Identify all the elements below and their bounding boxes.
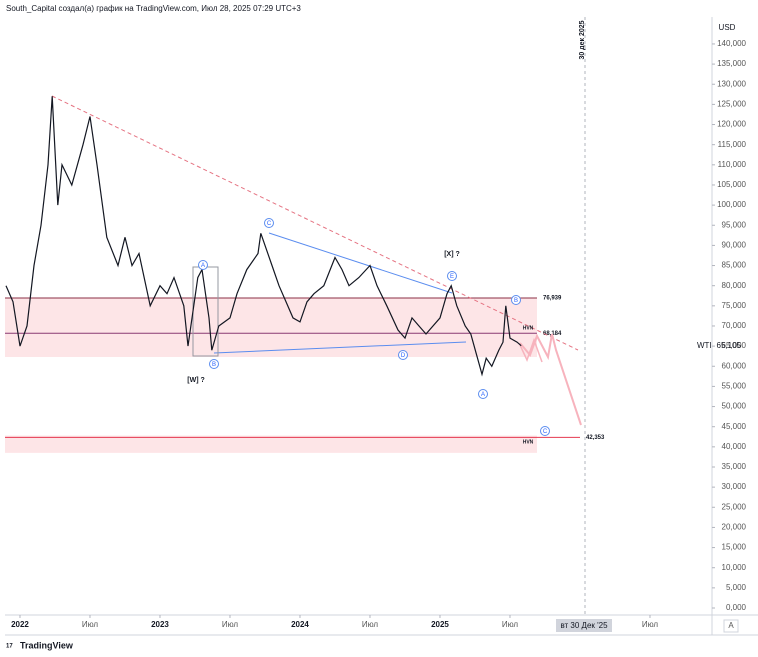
x-tick-label: Июл bbox=[82, 620, 99, 629]
x-tick-label: Июл bbox=[222, 620, 239, 629]
wave-circle bbox=[198, 260, 208, 270]
y-tick-label: 120,000 bbox=[717, 120, 746, 129]
wave-label: D bbox=[401, 353, 406, 359]
currency: USD bbox=[719, 23, 736, 32]
projection bbox=[519, 333, 582, 426]
y-tick-label: 70,000 bbox=[722, 321, 747, 330]
cursor-date: вт 30 Дек '25 bbox=[560, 621, 608, 630]
scale-button-label[interactable]: A bbox=[728, 621, 734, 630]
trendline bbox=[51, 95, 579, 351]
brand: TradingView bbox=[20, 640, 74, 650]
y-tick-label: 15,000 bbox=[722, 543, 747, 552]
y-tick-label: 75,000 bbox=[722, 301, 747, 310]
y-tick-label: 115,000 bbox=[718, 140, 747, 149]
zone bbox=[5, 298, 537, 358]
date-line-label: 30 дек 2025 bbox=[579, 20, 586, 59]
x-tick-label: Июл bbox=[502, 620, 519, 629]
price-label: 65,105 bbox=[717, 341, 742, 350]
y-tick-label: 35,000 bbox=[722, 462, 747, 471]
wave-circle bbox=[447, 271, 457, 281]
y-tick-label: 65,000 bbox=[722, 341, 747, 350]
wave-circle bbox=[511, 295, 521, 305]
wave-label: A bbox=[481, 392, 485, 398]
x-tick-label: Июл bbox=[362, 620, 379, 629]
x-tick-label: 2023 bbox=[151, 620, 169, 629]
cursor-date-box bbox=[556, 619, 612, 632]
wave-label: B bbox=[514, 298, 518, 304]
y-tick-label: 100,000 bbox=[717, 200, 746, 209]
wave-label: C bbox=[267, 221, 272, 227]
y-tick-label: 25,000 bbox=[722, 502, 747, 511]
trendline bbox=[213, 341, 467, 354]
y-tick-label: 105,000 bbox=[717, 180, 746, 189]
y-tick-label: 10,000 bbox=[722, 563, 747, 572]
y-tick-label: 135,000 bbox=[717, 59, 746, 68]
y-tick-label: 55,000 bbox=[722, 382, 747, 391]
trendline bbox=[268, 232, 453, 294]
y-tick-label: 5,000 bbox=[726, 583, 747, 592]
y-tick-label: 130,000 bbox=[717, 79, 746, 88]
note: [W] ? bbox=[187, 377, 205, 384]
y-tick-label: 60,000 bbox=[722, 361, 747, 370]
note: HVN bbox=[523, 325, 534, 331]
y-tick-label: 140,000 bbox=[717, 39, 746, 48]
zone bbox=[5, 435, 537, 453]
y-tick-label: 40,000 bbox=[722, 442, 747, 451]
y-tick-label: 125,000 bbox=[717, 99, 746, 108]
projection bbox=[519, 337, 543, 363]
note: [X] ? bbox=[444, 251, 460, 258]
x-tick-label: 2024 bbox=[291, 620, 309, 629]
header: South_Capital создал(а) график на Tradin… bbox=[6, 4, 301, 13]
y-tick-label: 85,000 bbox=[722, 261, 747, 270]
y-tick-label: 30,000 bbox=[722, 482, 747, 491]
wave-circle bbox=[209, 359, 219, 369]
level-label: 42,353 bbox=[586, 435, 605, 441]
scale-button[interactable] bbox=[723, 619, 739, 633]
y-tick-label: 95,000 bbox=[722, 220, 747, 229]
y-tick-label: 110,000 bbox=[718, 160, 747, 169]
wave-circle bbox=[398, 350, 408, 360]
note: HVN bbox=[523, 439, 534, 445]
brand-logo: ⁠17 bbox=[6, 644, 13, 650]
y-tick-label: 0,000 bbox=[726, 603, 747, 612]
x-tick-label: Июл bbox=[642, 620, 659, 629]
y-tick-label: 90,000 bbox=[722, 241, 747, 250]
wave-label: A bbox=[201, 263, 205, 269]
wave-circle bbox=[478, 389, 488, 399]
wave-circle bbox=[540, 426, 550, 436]
wave-circle bbox=[264, 218, 274, 228]
x-tick-label: 2022 bbox=[11, 620, 29, 629]
y-tick-label: 50,000 bbox=[722, 402, 747, 411]
y-tick-label: 20,000 bbox=[722, 523, 747, 532]
wave-label: E bbox=[450, 274, 454, 280]
wave-label: C bbox=[543, 429, 548, 435]
level-label: 76,939 bbox=[543, 296, 562, 302]
symbol-label: WTI bbox=[697, 341, 712, 350]
y-tick-label: 80,000 bbox=[722, 281, 747, 290]
price-line bbox=[5, 96, 522, 377]
wave-label: B bbox=[212, 362, 216, 368]
x-tick-label: 2025 bbox=[431, 620, 449, 629]
y-tick-label: 45,000 bbox=[722, 422, 747, 431]
